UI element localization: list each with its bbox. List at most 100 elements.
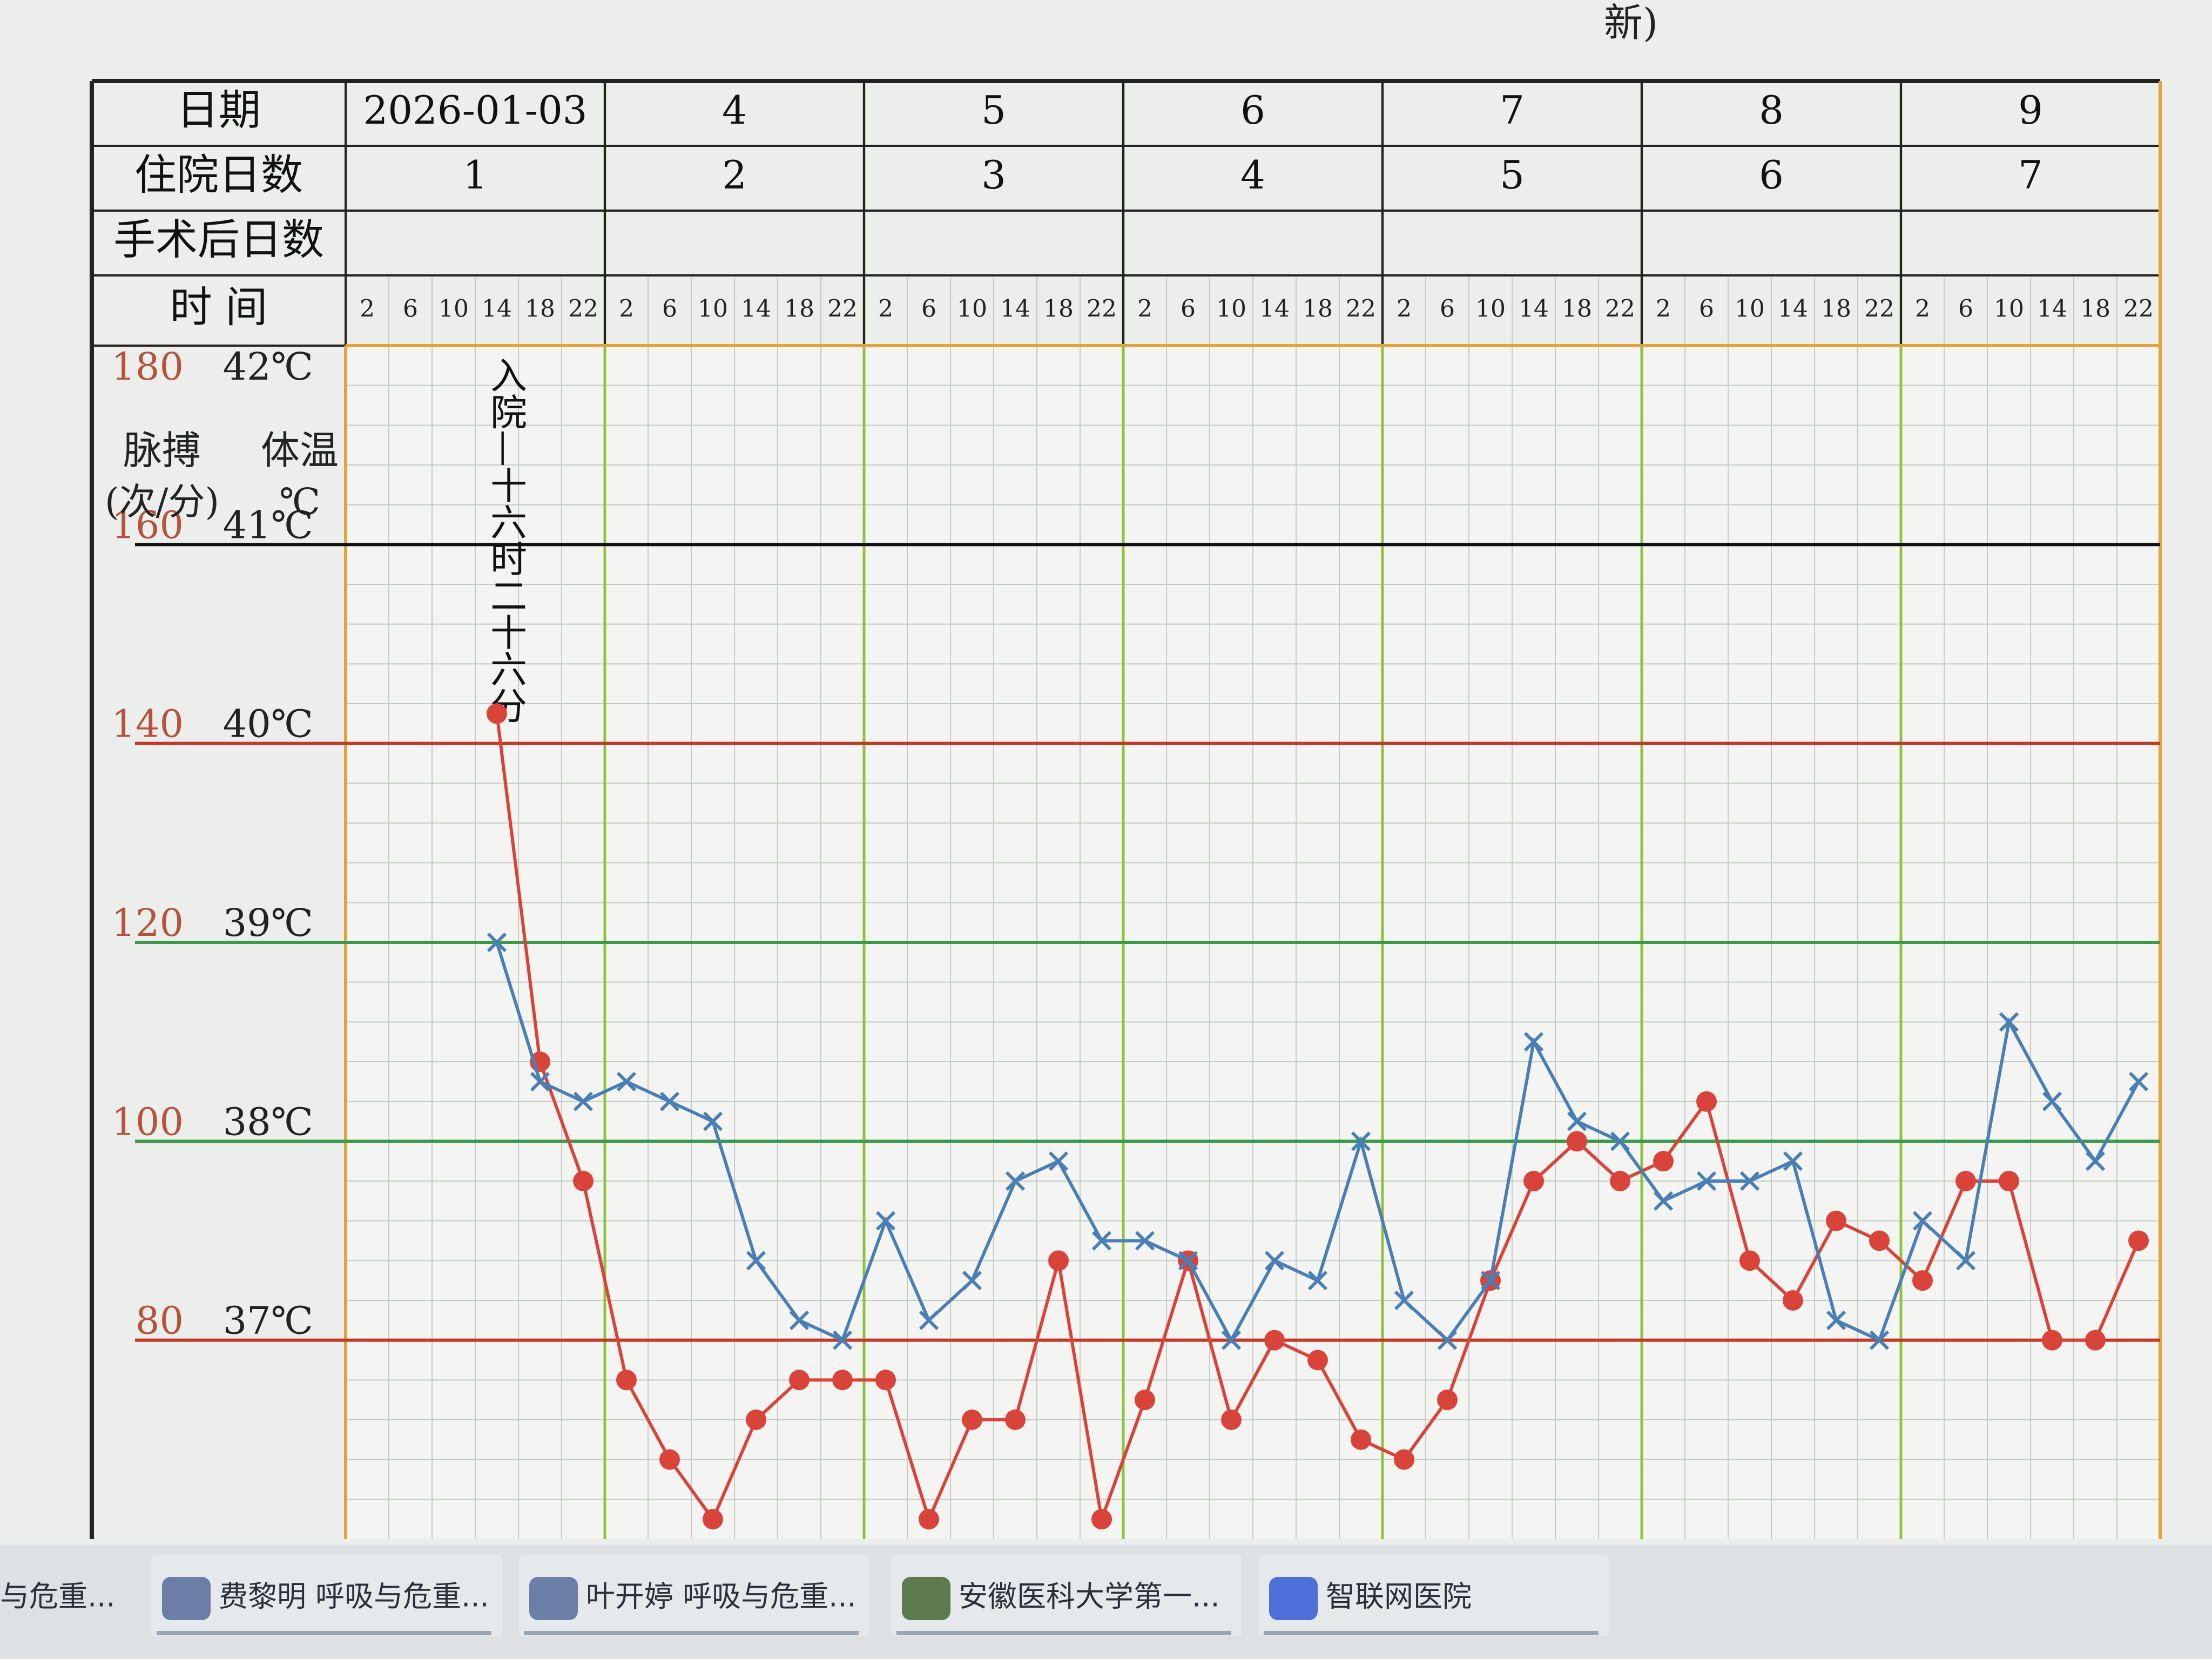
temperature-point (1264, 1251, 1285, 1271)
time-label: 18 (2080, 295, 2110, 323)
temperature-point (1869, 1330, 1890, 1350)
temperature-point (789, 1310, 810, 1330)
temperature-point (616, 1071, 637, 1091)
time-label: 18 (1562, 295, 1592, 323)
pulse-point (1869, 1230, 1890, 1251)
time-label: 14 (1778, 295, 1808, 323)
y-tick-label: 100 (111, 1100, 184, 1144)
time-label: 6 (1699, 295, 1714, 323)
pulse-point (1523, 1171, 1544, 1191)
time-label: 18 (525, 295, 555, 323)
temperature-point (1091, 1231, 1112, 1251)
pulse-point (1653, 1151, 1674, 1172)
y2-axis-unit: ℃ (279, 481, 320, 524)
active-indicator (524, 1631, 859, 1635)
y-tick-label: 180 (111, 345, 184, 389)
y-tick-label: 80 (136, 1299, 184, 1343)
taskbar-label[interactable]: 叶开婷 呼吸与危重... (586, 1580, 857, 1614)
temperature-point (832, 1330, 853, 1350)
pulse-point (1999, 1171, 2019, 1191)
temperature-point (1480, 1271, 1501, 1291)
pulse-point (746, 1410, 766, 1430)
pulse-point (1135, 1390, 1155, 1411)
taskbar-button[interactable] (891, 1555, 1242, 1636)
date-label: 2026-01-03 (363, 87, 587, 133)
temperature-point (1523, 1032, 1544, 1052)
app-icon (902, 1577, 950, 1620)
time-label: 10 (1994, 295, 2024, 323)
taskbar-label[interactable]: 费黎明 呼吸与危重... (219, 1580, 489, 1614)
temperature-point (1567, 1111, 1587, 1131)
time-label: 2 (1397, 295, 1412, 323)
date-label: 4 (722, 87, 747, 133)
date-label: 9 (2018, 87, 2043, 133)
pulse-point (1005, 1410, 1026, 1430)
pulse-point (1307, 1350, 1328, 1371)
y2-axis-label: 体温 (261, 428, 339, 473)
temperature-point (1307, 1271, 1328, 1291)
time-label: 2 (1915, 295, 1930, 323)
y2-tick-label: 40℃ (223, 702, 313, 746)
pulse-point (1610, 1171, 1630, 1191)
hospital-day: 1 (463, 152, 488, 198)
hospital-day: 4 (1240, 152, 1265, 198)
pulse-point (1091, 1509, 1112, 1530)
time-label: 6 (403, 295, 418, 323)
hospital-day: 6 (1759, 152, 1784, 198)
y2-tick-label: 41℃ (223, 503, 313, 547)
pulse-point (573, 1171, 594, 1191)
temperature-point (659, 1091, 680, 1111)
pulse-point (659, 1449, 680, 1470)
time-label: 10 (957, 295, 987, 323)
pulse-point (1783, 1290, 1803, 1311)
temperature-point (1955, 1251, 1976, 1271)
temperature-point (1999, 1012, 2019, 1032)
time-label: 10 (698, 295, 728, 323)
pulse-point (2085, 1330, 2106, 1351)
top-fragment: 新) (1604, 0, 1658, 45)
time-label: 22 (1605, 295, 1635, 323)
temperature-point (746, 1251, 766, 1271)
active-indicator (157, 1631, 491, 1635)
time-label: 22 (827, 295, 858, 323)
time-label: 14 (482, 295, 512, 323)
time-label: 2 (878, 295, 893, 323)
pulse-point (2042, 1330, 2062, 1351)
time-label: 22 (1864, 295, 1894, 323)
temperature-point (2085, 1151, 2106, 1171)
pulse-point (616, 1370, 637, 1391)
y2-tick-label: 39℃ (223, 901, 313, 945)
temperature-point (703, 1111, 723, 1131)
pulse-point (789, 1370, 810, 1391)
temperature-point (1048, 1151, 1069, 1171)
taskbar-button[interactable] (1258, 1555, 1609, 1636)
time-label: 18 (1303, 295, 1333, 323)
date-label: 5 (981, 87, 1006, 133)
pulse-point (1955, 1171, 1976, 1191)
time-label: 10 (1216, 295, 1246, 323)
y-axis-label: 脉搏 (123, 428, 201, 473)
pulse-point (1696, 1091, 1717, 1112)
pulse-point (1351, 1429, 1371, 1450)
row-label: 时 间 (170, 284, 268, 332)
date-label: 7 (1500, 87, 1525, 133)
hospital-day: 7 (2018, 152, 2043, 198)
temperature-point (1653, 1191, 1674, 1211)
pulse-point (487, 703, 507, 724)
time-label: 10 (1475, 295, 1506, 323)
taskbar-label[interactable]: 安徽医科大学第一... (959, 1580, 1220, 1614)
time-label: 6 (1181, 295, 1196, 323)
taskbar-label[interactable]: 智联网医院 (1326, 1580, 1472, 1614)
date-label: 8 (1759, 87, 1784, 133)
temperature-point (875, 1211, 896, 1231)
taskbar-button[interactable] (151, 1555, 502, 1636)
taskbar-button[interactable] (518, 1555, 869, 1636)
active-indicator (896, 1631, 1231, 1635)
y2-tick-label: 38℃ (223, 1100, 313, 1144)
time-label: 22 (1087, 295, 1117, 323)
temperature-point (1351, 1131, 1371, 1151)
temperature-point (1005, 1171, 1026, 1191)
temperature-point (1178, 1251, 1198, 1271)
